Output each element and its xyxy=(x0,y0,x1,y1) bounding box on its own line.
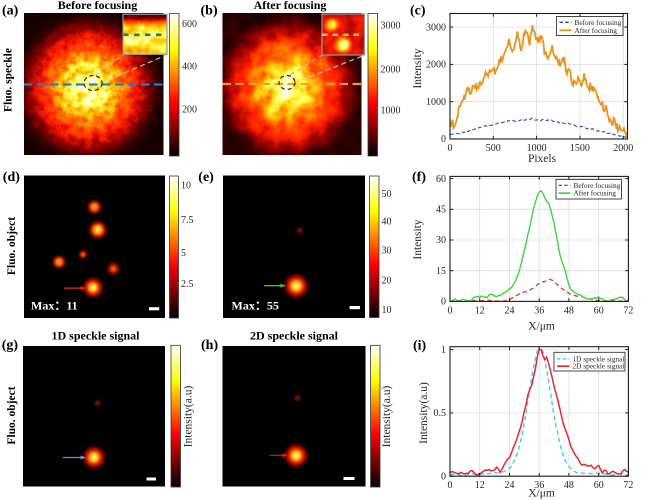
svg-text:3000: 3000 xyxy=(381,21,401,32)
svg-text:1000: 1000 xyxy=(426,97,446,108)
svg-text:(e): (e) xyxy=(198,170,214,185)
svg-text:Before focusing: Before focusing xyxy=(58,0,137,12)
svg-text:Intensity(a.u): Intensity(a.u) xyxy=(418,382,430,444)
svg-text:After focusing: After focusing xyxy=(575,26,618,35)
svg-text:24: 24 xyxy=(505,305,515,316)
svg-text:0: 0 xyxy=(441,471,446,482)
svg-text:30: 30 xyxy=(382,245,392,256)
svg-text:2.5: 2.5 xyxy=(181,279,194,290)
svg-text:45: 45 xyxy=(436,205,446,216)
svg-text:30: 30 xyxy=(436,235,446,246)
svg-text:20: 20 xyxy=(382,276,392,287)
svg-text:Before focusing: Before focusing xyxy=(575,18,622,27)
svg-text:Before focusing: Before focusing xyxy=(574,181,621,190)
svg-text:1D speckle signal: 1D speckle signal xyxy=(573,354,625,363)
svg-text:Max：55: Max：55 xyxy=(232,299,279,313)
svg-text:48: 48 xyxy=(564,480,574,491)
svg-text:0: 0 xyxy=(448,143,453,154)
svg-text:Max：11: Max：11 xyxy=(31,299,78,313)
svg-text:48: 48 xyxy=(564,305,574,316)
svg-text:X/μm: X/μm xyxy=(528,488,555,500)
svg-text:(c): (c) xyxy=(410,4,426,19)
svg-text:Fluo. speckle: Fluo. speckle xyxy=(3,48,15,112)
svg-text:60: 60 xyxy=(594,480,604,491)
svg-text:12: 12 xyxy=(475,305,485,316)
svg-text:2000: 2000 xyxy=(381,65,401,76)
svg-text:200: 200 xyxy=(182,105,197,116)
svg-text:Fluo. object: Fluo. object xyxy=(6,386,18,444)
svg-text:Intensity: Intensity xyxy=(412,219,424,259)
svg-text:Intensity(a.u): Intensity(a.u) xyxy=(183,386,195,448)
svg-text:400: 400 xyxy=(182,62,197,73)
svg-text:1: 1 xyxy=(441,345,446,356)
svg-text:2D speckle signal: 2D speckle signal xyxy=(573,362,625,371)
svg-text:After focusing: After focusing xyxy=(574,189,617,198)
svg-text:1500: 1500 xyxy=(570,143,590,154)
svg-text:7.5: 7.5 xyxy=(181,215,194,226)
svg-text:2D speckle signal: 2D speckle signal xyxy=(250,328,339,342)
svg-text:0: 0 xyxy=(441,134,446,145)
svg-text:After focusing: After focusing xyxy=(254,0,327,12)
svg-text:(h): (h) xyxy=(201,338,218,353)
svg-text:(a): (a) xyxy=(2,4,19,19)
svg-text:3000: 3000 xyxy=(426,22,446,33)
svg-text:1000: 1000 xyxy=(527,143,547,154)
svg-text:500: 500 xyxy=(486,143,501,154)
svg-text:2000: 2000 xyxy=(613,143,633,154)
svg-text:Fluo. object: Fluo. object xyxy=(6,217,18,275)
svg-text:60: 60 xyxy=(436,174,446,185)
svg-text:72: 72 xyxy=(623,305,633,316)
svg-text:12: 12 xyxy=(475,480,485,491)
svg-text:600: 600 xyxy=(182,19,197,30)
svg-text:10: 10 xyxy=(382,305,392,316)
svg-text:Intensity(a.u): Intensity(a.u) xyxy=(381,386,393,448)
svg-text:(f): (f) xyxy=(412,170,426,185)
svg-text:24: 24 xyxy=(505,480,515,491)
svg-text:36: 36 xyxy=(534,305,544,316)
svg-text:36: 36 xyxy=(534,480,544,491)
svg-text:2000: 2000 xyxy=(426,60,446,71)
svg-text:0: 0 xyxy=(441,297,446,308)
svg-text:10: 10 xyxy=(181,181,191,192)
svg-text:X/μm: X/μm xyxy=(528,321,555,333)
svg-text:15: 15 xyxy=(436,266,446,277)
svg-text:5: 5 xyxy=(181,248,186,259)
svg-text:50: 50 xyxy=(382,189,392,200)
svg-text:Pixels: Pixels xyxy=(528,153,557,165)
svg-text:(d): (d) xyxy=(3,170,20,185)
svg-text:1000: 1000 xyxy=(381,105,401,116)
svg-text:(i): (i) xyxy=(413,339,427,354)
svg-text:0: 0 xyxy=(448,480,453,491)
svg-text:1D speckle signal: 1D speckle signal xyxy=(51,328,140,342)
svg-text:(b): (b) xyxy=(201,4,218,19)
svg-text:60: 60 xyxy=(594,305,604,316)
svg-text:0: 0 xyxy=(448,305,453,316)
svg-text:72: 72 xyxy=(623,480,633,491)
svg-text:Intensity: Intensity xyxy=(412,48,424,88)
svg-text:0.5: 0.5 xyxy=(434,408,447,419)
svg-text:40: 40 xyxy=(382,217,392,228)
svg-text:(g): (g) xyxy=(2,338,19,353)
